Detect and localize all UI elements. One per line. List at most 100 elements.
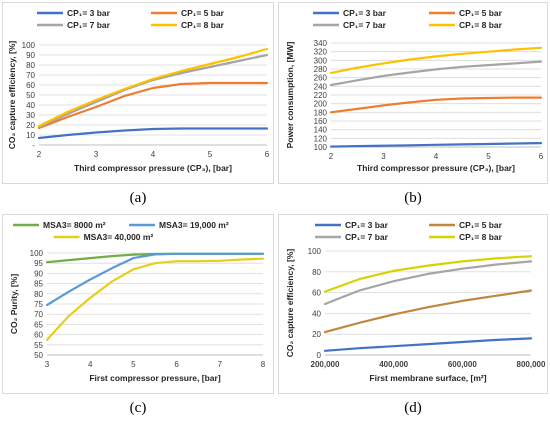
y-tick-label: 320 <box>314 48 328 57</box>
y-tick-label: 100 <box>22 41 36 50</box>
series-line-3 <box>37 47 269 128</box>
y-tick-label: 65 <box>34 320 43 329</box>
x-tick-label: 800,000 <box>517 360 546 369</box>
series-line-0 <box>329 142 543 148</box>
chart-panel-c: 50 55 60 65 70 75 80 85 90 95 100 3 4 5 6 7 8 MSA3= 8000 … <box>2 214 274 394</box>
y-tick-label: 50 <box>34 351 43 360</box>
legend-label-3: CP₁= 8 bar <box>181 20 225 30</box>
series-line-0 <box>323 337 533 352</box>
y-tick-label: 85 <box>34 280 43 289</box>
legend-label-3: CP₁= 8 bar <box>459 20 503 30</box>
x-tick-label: 2 <box>329 152 334 161</box>
series-line-1 <box>323 289 533 334</box>
legend-label-2: CP₁= 7 bar <box>345 232 389 242</box>
legend-label-1: CP₁= 5 bar <box>181 8 225 18</box>
y-tick-label: 0 <box>317 351 322 360</box>
legend-label-0: CP₁= 3 bar <box>67 8 111 18</box>
caption-a: (a) <box>129 190 147 206</box>
y-tick-label: 40 <box>312 309 321 318</box>
x-tick-label: 8 <box>261 360 266 369</box>
x-tick-label: 5 <box>131 360 136 369</box>
y-tick-label: - <box>32 141 35 150</box>
x-tick-label: 4 <box>434 152 439 161</box>
y-tick-label: 40 <box>26 101 35 110</box>
y-tick-label: 300 <box>314 56 328 65</box>
x-tick-label: 600,000 <box>448 360 477 369</box>
y-tick-label: 55 <box>34 341 43 350</box>
x-tick-label: 6 <box>174 360 179 369</box>
y-tick-label: 100 <box>30 249 44 258</box>
y-tick-label: 220 <box>314 91 328 100</box>
y-tick-label: 80 <box>26 61 35 70</box>
chart-panel-a: -10 20 30 40 50 60 70 80 90 100 2 3 4 5 6 CP₁= 3 bar CP₁… <box>2 2 274 184</box>
caption-d: (d) <box>404 400 422 416</box>
x-axis-title: Third compressor pressure (CP₃), [bar] <box>357 163 515 173</box>
y-tick-label: 70 <box>34 310 43 319</box>
caption-b: (b) <box>404 190 422 206</box>
y-tick-label: 100 <box>308 247 322 256</box>
y-tick-label: 90 <box>26 51 35 60</box>
x-tick-label: 5 <box>208 150 213 159</box>
y-tick-label: 160 <box>314 117 328 126</box>
y-axis-title: CO₂ Purity, [%] <box>9 274 19 334</box>
y-axis-title: CO₂ capture efficiency, [%] <box>285 249 295 358</box>
y-tick-label: 20 <box>26 121 35 130</box>
x-tick-label: 7 <box>218 360 223 369</box>
chart-panel-b: 100 120 140 160 180 200 220 240 260 280 300 320 340 2… <box>278 2 548 184</box>
y-tick-label: 90 <box>34 269 43 278</box>
series-line-3 <box>329 46 543 75</box>
x-tick-label: 4 <box>151 150 156 159</box>
y-tick-label: 140 <box>314 126 328 135</box>
legend-label-3: CP₁= 8 bar <box>459 232 503 242</box>
legend-label-1: CP₁= 5 bar <box>459 220 503 230</box>
x-axis-title: First compressor pressure, [bar] <box>89 373 220 383</box>
y-tick-label: 280 <box>314 65 328 74</box>
x-axis-title: Third compressor pressure (CP₃), [bar] <box>74 163 232 173</box>
x-tick-label: 3 <box>45 360 50 369</box>
caption-c: (c) <box>129 400 147 416</box>
y-axis-title: CO₂ capture efficiency, [%] <box>7 41 17 150</box>
y-tick-label: 340 <box>314 39 328 48</box>
x-tick-label: 200,000 <box>311 360 340 369</box>
x-tick-label: 4 <box>88 360 93 369</box>
series-line-1 <box>37 81 269 130</box>
y-tick-label: 75 <box>34 300 43 309</box>
legend-label-0: CP₁= 3 bar <box>345 220 389 230</box>
y-tick-label: 100 <box>314 143 328 152</box>
x-axis-title: First membrane surface, [m²] <box>369 373 486 383</box>
chart-panel-d: 0 20 40 60 80 100 200,000 400,000 600,000 800,000… <box>278 214 548 394</box>
x-tick-label: 2 <box>37 150 42 159</box>
legend-label-2: CP₁= 7 bar <box>67 20 111 30</box>
y-tick-label: 240 <box>314 82 328 91</box>
y-tick-label: 20 <box>312 330 321 339</box>
y-tick-label: 180 <box>314 108 328 117</box>
legend-label-1: MSA3= 19,000 m² <box>159 220 229 230</box>
series-line-2 <box>329 60 543 87</box>
x-tick-label: 5 <box>486 152 491 161</box>
y-tick-label: 260 <box>314 74 328 83</box>
series-line-1 <box>45 252 265 307</box>
series-line-1 <box>329 96 543 114</box>
y-axis-title: Power consumption, [MW] <box>285 41 295 148</box>
y-tick-label: 70 <box>26 71 35 80</box>
y-tick-label: 80 <box>34 290 43 299</box>
x-tick-label: 6 <box>539 152 544 161</box>
legend-label-1: CP₁= 5 bar <box>459 8 503 18</box>
y-tick-label: 95 <box>34 259 43 268</box>
y-tick-label: 200 <box>314 100 328 109</box>
y-tick-label: 60 <box>34 331 43 340</box>
series-line-2 <box>323 260 533 306</box>
y-tick-label: 60 <box>312 289 321 298</box>
series-line-3 <box>323 255 533 293</box>
legend-label-0: CP₁= 3 bar <box>343 8 387 18</box>
y-tick-label: 60 <box>26 81 35 90</box>
y-tick-label: 10 <box>26 131 35 140</box>
legend-label-0: MSA3= 8000 m² <box>43 220 106 230</box>
y-tick-label: 80 <box>312 268 321 277</box>
x-tick-label: 6 <box>265 150 270 159</box>
x-tick-label: 3 <box>381 152 386 161</box>
legend-label-2: MSA3= 40,000 m² <box>84 232 154 242</box>
